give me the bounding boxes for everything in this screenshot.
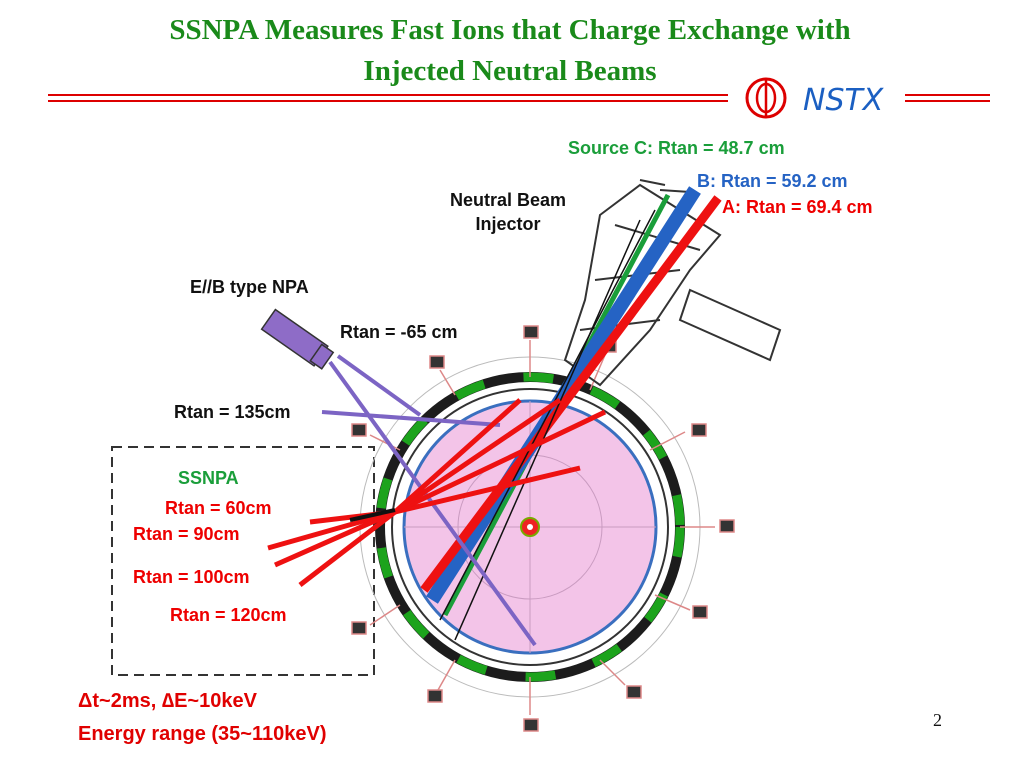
title-rule [48, 94, 990, 102]
ssnpa-box [111, 446, 375, 676]
line-shape [589, 354, 606, 391]
rect-shape [309, 343, 335, 370]
title-line: Injected Neutral Beams [363, 55, 656, 87]
ssnpa-rtan-label: Rtan = 120cm [170, 605, 287, 625]
rect-shape [523, 718, 539, 732]
line-shape [420, 195, 722, 593]
beam-label: B: Rtan = 59.2 cm [697, 171, 848, 191]
line-shape [336, 354, 422, 417]
ssnpa-title: SSNPA [178, 468, 239, 488]
line-shape [267, 509, 396, 551]
ssnpa-rtan-label: Rtan = 100cm [133, 567, 250, 587]
path-shape [639, 179, 691, 193]
note: Δt~2ms, ∆E~10keV [78, 690, 258, 712]
rect-shape [626, 685, 642, 699]
npa-label: E//B type NPA [190, 277, 309, 297]
g-shape [260, 308, 335, 370]
rect-shape [429, 355, 445, 369]
line-shape [439, 209, 656, 621]
line-shape [654, 594, 691, 611]
injector-label: Injector [475, 214, 540, 234]
rect-shape [351, 621, 367, 635]
rect-shape [691, 423, 707, 437]
rect-shape [719, 519, 735, 533]
line-shape [321, 410, 501, 427]
logo-text: NSTX [803, 83, 885, 118]
line-shape [393, 397, 562, 515]
line-shape [394, 465, 581, 515]
rect-shape [351, 423, 367, 437]
rect-shape [692, 605, 708, 619]
line-shape [349, 508, 396, 522]
rect-shape [427, 689, 443, 703]
beam-label: Source C: Rtan = 48.7 cm [568, 138, 785, 158]
path-shape [678, 288, 782, 362]
line-shape [393, 398, 522, 514]
ssnpa-rtan-label: Rtan = 60cm [165, 498, 272, 518]
npa-rtan-label: Rtan = -65 cm [340, 322, 458, 342]
npa-rtan-label: Rtan = 135cm [174, 402, 291, 422]
page-number: 2 [933, 710, 942, 730]
line-shape [273, 509, 397, 568]
ssnpa-rtan-label: Rtan = 90cm [133, 524, 240, 544]
logo: NSTX [745, 77, 885, 119]
line-shape [439, 369, 456, 396]
note: Energy range (35~110keV) [78, 723, 326, 745]
line-shape [393, 409, 607, 515]
line-shape [369, 434, 401, 451]
line-shape [369, 604, 401, 626]
line-shape [437, 659, 456, 691]
injector-label: Neutral Beam [450, 190, 566, 210]
beam-label: A: Rtan = 69.4 cm [722, 197, 873, 217]
line-shape [599, 659, 626, 686]
line-shape [454, 219, 641, 641]
line-shape [298, 510, 397, 587]
ssnpa-sightlines [267, 397, 607, 587]
rect-shape [523, 325, 539, 339]
circle-shape [527, 524, 533, 530]
line-shape [649, 431, 686, 451]
title-line: SSNPA Measures Fast Ions that Charge Exc… [169, 14, 850, 46]
circle-shape [391, 388, 669, 666]
